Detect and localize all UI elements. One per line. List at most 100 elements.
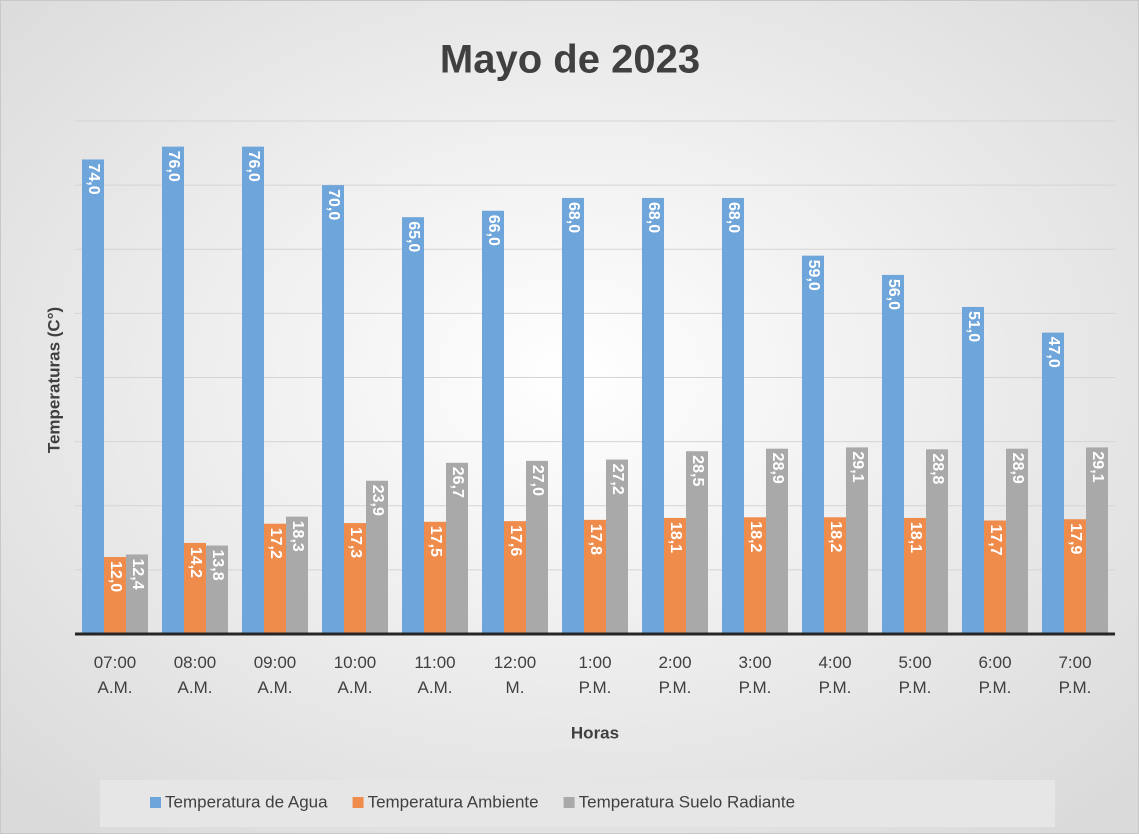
bar	[162, 146, 184, 634]
value-label: 28,5	[689, 455, 706, 486]
x-tick-label: 7:00 P.M.	[1058, 653, 1091, 697]
bar	[802, 255, 824, 634]
value-label: 74,0	[85, 163, 102, 194]
bar	[984, 520, 1006, 634]
bar	[584, 519, 606, 634]
x-tick-label: 10:00 A.M.	[334, 653, 377, 697]
value-label: 28,9	[769, 453, 786, 484]
bar	[482, 210, 504, 634]
bar	[366, 480, 388, 634]
value-label: 12,4	[129, 558, 146, 589]
value-label: 59,0	[805, 260, 822, 291]
bar	[344, 523, 366, 634]
bar	[126, 554, 148, 634]
value-label: 70,0	[325, 189, 342, 220]
bar	[642, 197, 664, 634]
value-label: 65,0	[405, 221, 422, 252]
bar	[402, 217, 424, 634]
value-label: 68,0	[565, 202, 582, 233]
bar	[926, 449, 948, 634]
bar	[424, 521, 446, 634]
value-label: 17,7	[987, 524, 1004, 555]
value-label: 28,9	[1009, 453, 1026, 484]
value-label: 14,2	[187, 547, 204, 578]
bar	[184, 542, 206, 634]
legend-swatch	[352, 797, 364, 808]
x-tick-label: 4:00 P.M.	[818, 653, 851, 697]
bar	[1086, 447, 1108, 634]
bar	[1042, 332, 1064, 634]
bar	[286, 516, 308, 634]
y-axis-label: Temperaturas (C°)	[44, 307, 63, 453]
value-label: 17,2	[267, 528, 284, 559]
value-label: 51,0	[965, 311, 982, 342]
bar	[104, 557, 126, 634]
value-label: 27,2	[609, 464, 626, 495]
x-tick-label: 12:00 M.	[494, 653, 537, 697]
value-label: 56,0	[885, 279, 902, 310]
x-tick-label: 08:00 A.M.	[174, 653, 217, 697]
bar	[664, 517, 686, 634]
value-label: 17,5	[427, 526, 444, 557]
bar	[206, 545, 228, 634]
value-label: 13,8	[209, 550, 226, 581]
bar	[1064, 519, 1086, 634]
x-tick-label: 3:00 P.M.	[738, 653, 771, 697]
value-label: 68,0	[645, 202, 662, 233]
x-tick-label: 11:00 A.M.	[414, 653, 455, 697]
value-label: 29,1	[1089, 451, 1106, 482]
bar	[846, 447, 868, 634]
bar	[766, 448, 788, 634]
value-label: 76,0	[165, 151, 182, 182]
value-label: 18,2	[747, 521, 764, 552]
value-label: 29,1	[849, 451, 866, 482]
legend-swatch	[150, 797, 161, 808]
x-axis-label: Horas	[571, 723, 619, 742]
value-label: 18,1	[667, 522, 684, 553]
bar	[242, 146, 264, 634]
bar	[744, 517, 766, 634]
value-label: 28,8	[929, 453, 946, 484]
value-label: 66,0	[485, 215, 502, 246]
bar	[526, 460, 548, 634]
value-label: 47,0	[1045, 337, 1062, 368]
bar	[446, 462, 468, 634]
value-label: 17,3	[347, 527, 364, 558]
legend-swatch	[563, 797, 575, 808]
bar	[904, 517, 926, 634]
chart-title: Mayo de 2023	[440, 38, 700, 82]
bar	[264, 523, 286, 634]
x-tick-label: 5:00 P.M.	[898, 653, 931, 697]
bar	[882, 274, 904, 634]
legend-label: Temperatura Ambiente	[368, 792, 539, 811]
bar	[824, 517, 846, 634]
legend-label: Temperatura Suelo Radiante	[579, 792, 795, 811]
bar	[562, 197, 584, 634]
value-label: 18,2	[827, 521, 844, 552]
x-tick-label: 09:00 A.M.	[254, 653, 297, 697]
bar	[1006, 448, 1028, 634]
value-label: 68,0	[725, 202, 742, 233]
legend-box	[100, 780, 1055, 827]
bar	[82, 159, 104, 634]
value-label: 17,9	[1067, 523, 1084, 554]
value-label: 12,0	[107, 561, 124, 592]
value-label: 17,6	[507, 525, 524, 556]
value-label: 18,1	[907, 522, 924, 553]
bar	[504, 521, 526, 634]
value-label: 18,3	[289, 521, 306, 552]
value-label: 23,9	[369, 485, 386, 516]
x-tick-label: 2:00 P.M.	[658, 653, 691, 697]
value-label: 17,8	[587, 524, 604, 555]
value-label: 26,7	[449, 467, 466, 498]
bar	[686, 451, 708, 634]
value-label: 27,0	[529, 465, 546, 496]
bar	[322, 185, 344, 634]
value-label: 76,0	[245, 151, 262, 182]
x-tick-label: 07:00 A.M.	[94, 653, 137, 697]
x-tick-label: 6:00 P.M.	[978, 653, 1011, 697]
legend-label: Temperatura de Agua	[165, 792, 328, 811]
bar	[722, 197, 744, 634]
x-tick-label: 1:00 P.M.	[578, 653, 611, 697]
